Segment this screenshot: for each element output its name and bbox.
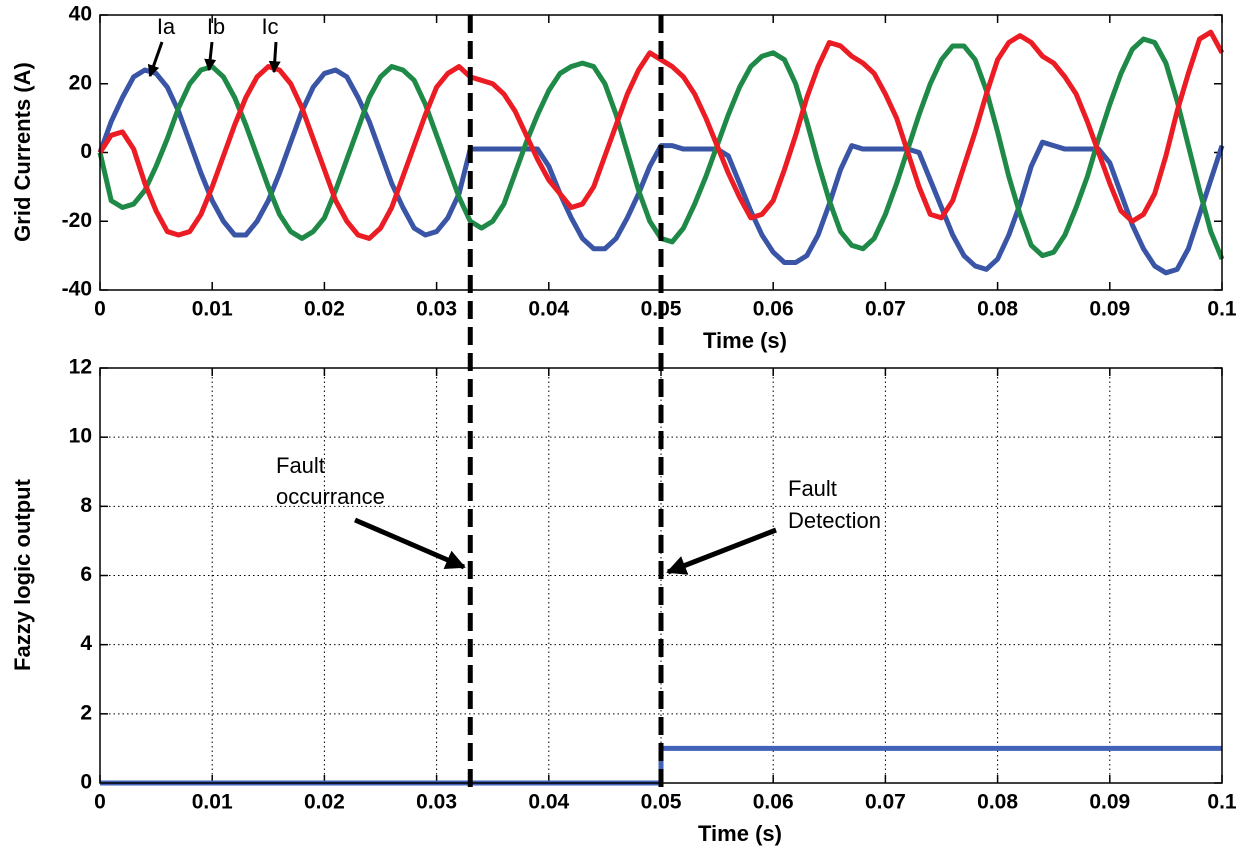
x-tick-label: 0.05 xyxy=(641,791,682,814)
x-tick-label: 0.08 xyxy=(977,791,1018,814)
y-tick-label: 0 xyxy=(80,771,92,794)
arrow xyxy=(354,517,466,570)
x-axis-label: Time (s) xyxy=(698,821,782,846)
x-tick-label: 0.07 xyxy=(865,791,906,814)
x-tick-label: 0.06 xyxy=(753,791,794,814)
y-tick-label: 20 xyxy=(69,71,92,94)
series-label: Ic xyxy=(261,14,278,39)
x-tick-label: 0.03 xyxy=(416,791,457,814)
x-axis-label: Time (s) xyxy=(703,328,787,353)
annotation-text: Fault xyxy=(788,476,837,501)
x-tick-label: 0.03 xyxy=(416,298,457,321)
x-tick-label: 0.08 xyxy=(977,298,1018,321)
y-tick-label: 12 xyxy=(69,356,92,379)
arrow xyxy=(666,527,777,575)
x-tick-label: 0.07 xyxy=(865,298,906,321)
y-axis-label: Grid Currents (A) xyxy=(10,62,35,242)
y-tick-label: -20 xyxy=(62,209,92,232)
x-tick-label: 0.02 xyxy=(304,791,345,814)
x-tick-label: 0 xyxy=(94,298,106,321)
annotation-text: Fault xyxy=(276,453,325,478)
arrow xyxy=(147,41,164,78)
y-tick-label: 4 xyxy=(80,632,92,655)
arrow xyxy=(268,41,281,74)
x-tick-label: 0.09 xyxy=(1089,298,1130,321)
y-tick-label: 10 xyxy=(69,425,92,448)
arrow xyxy=(204,41,217,72)
x-tick-label: 0.04 xyxy=(528,298,569,321)
annotations: Ia Ib Ic Fault occurrance Fault Detectio… xyxy=(147,14,881,575)
data-line xyxy=(97,29,1225,241)
series-label: Ib xyxy=(207,14,225,39)
y-tick-label: 8 xyxy=(80,494,92,517)
annotation-text: occurrance xyxy=(276,484,385,509)
x-tick-label: 0.1 xyxy=(1207,298,1237,321)
series-label: Ia xyxy=(157,14,176,39)
x-tick-label: 0.1 xyxy=(1207,791,1237,814)
x-tick-label: 0 xyxy=(94,791,106,814)
y-tick-label: 2 xyxy=(80,701,92,724)
x-tick-label: 0.01 xyxy=(192,791,233,814)
x-tick-label: 0.06 xyxy=(753,298,794,321)
y-tick-label: 0 xyxy=(80,140,92,163)
x-tick-label: 0.01 xyxy=(192,298,233,321)
y-axis-label: Fazzy logic output xyxy=(10,478,35,671)
x-tick-label: 0.09 xyxy=(1089,791,1130,814)
annotation-text: Detection xyxy=(788,508,881,533)
y-tick-label: 6 xyxy=(80,563,92,586)
x-tick-label: 0.02 xyxy=(304,298,345,321)
x-tick-label: 0.04 xyxy=(528,791,569,814)
y-tick-label: -40 xyxy=(62,278,92,301)
y-tick-label: 40 xyxy=(69,3,92,26)
